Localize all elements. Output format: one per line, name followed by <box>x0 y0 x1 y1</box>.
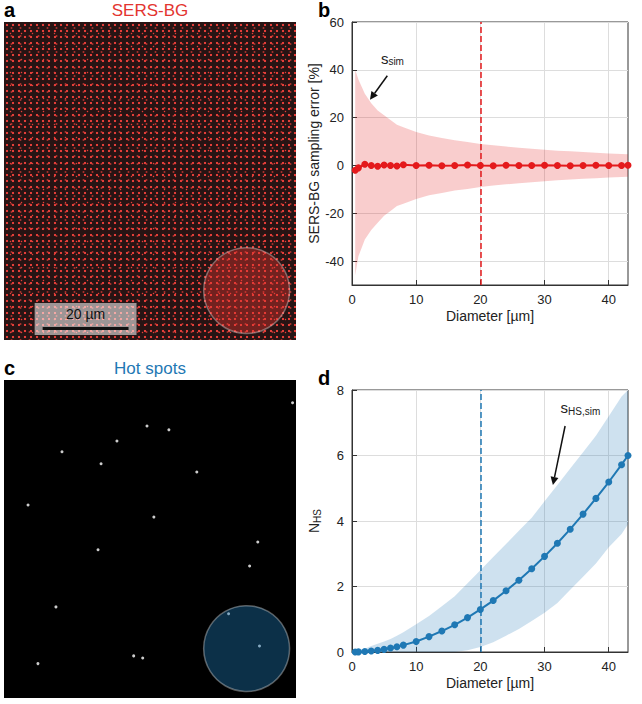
svg-text:30: 30 <box>537 292 551 307</box>
svg-text:10: 10 <box>409 659 423 674</box>
svg-text:2: 2 <box>337 579 344 594</box>
svg-text:10: 10 <box>409 292 423 307</box>
svg-text:HS: HS <box>312 509 323 523</box>
svg-text:20: 20 <box>473 292 487 307</box>
svg-text:c: c <box>4 357 15 379</box>
svg-text:SERS-BG: SERS-BG <box>112 1 189 20</box>
svg-text:40: 40 <box>330 62 344 77</box>
svg-text:40: 40 <box>602 659 616 674</box>
svg-text:-40: -40 <box>325 254 344 269</box>
svg-text:40: 40 <box>602 292 616 307</box>
svg-text:60: 60 <box>330 15 344 30</box>
svg-text:s: s <box>561 399 569 416</box>
svg-text:20: 20 <box>330 110 344 125</box>
svg-text:s: s <box>381 50 389 67</box>
svg-text:0: 0 <box>337 645 344 660</box>
svg-text:-20: -20 <box>325 206 344 221</box>
svg-text:20 µm: 20 µm <box>66 306 105 322</box>
svg-text:sim: sim <box>388 56 404 67</box>
svg-text:Hot spots: Hot spots <box>114 359 186 378</box>
svg-text:a: a <box>4 0 16 21</box>
svg-text:0: 0 <box>337 158 344 173</box>
svg-text:6: 6 <box>337 448 344 463</box>
svg-text:Diameter [µm]: Diameter [µm] <box>446 675 534 691</box>
svg-text:20: 20 <box>473 659 487 674</box>
svg-text:b: b <box>318 0 330 21</box>
svg-text:4: 4 <box>337 514 344 529</box>
svg-text:0: 0 <box>348 292 355 307</box>
svg-text:N: N <box>306 523 322 533</box>
svg-text:SERS-BG sampling error [%]: SERS-BG sampling error [%] <box>306 63 322 244</box>
svg-text:30: 30 <box>537 659 551 674</box>
svg-text:8: 8 <box>337 383 344 398</box>
svg-text:d: d <box>318 367 330 389</box>
svg-text:Diameter [µm]: Diameter [µm] <box>446 308 534 324</box>
svg-text:HS,sim: HS,sim <box>568 406 600 417</box>
svg-text:0: 0 <box>348 659 355 674</box>
